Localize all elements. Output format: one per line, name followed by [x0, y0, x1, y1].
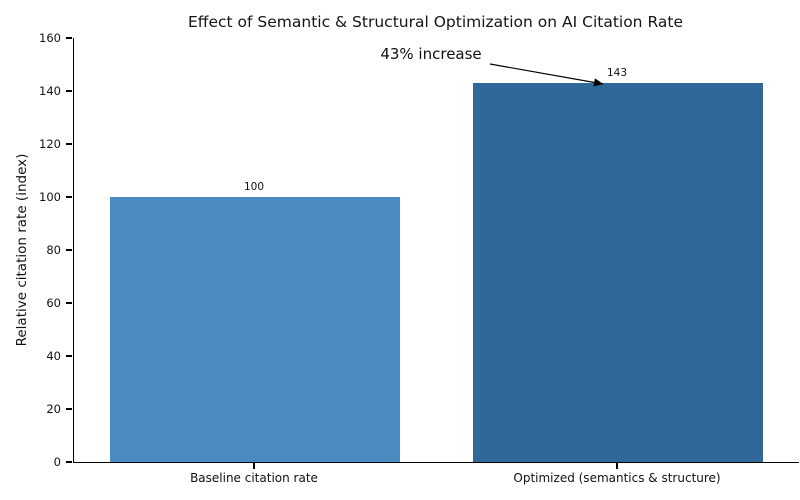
y-tick-label: 20	[46, 401, 61, 416]
y-tick-mark	[66, 90, 72, 92]
y-tick-label: 60	[46, 295, 61, 310]
bar-baseline	[110, 197, 400, 462]
y-tick-mark	[66, 196, 72, 198]
y-tick-mark	[66, 302, 72, 304]
y-tick-label: 40	[46, 348, 61, 363]
y-tick-label: 0	[53, 454, 61, 469]
bar-value-label-optimized: 143	[606, 67, 628, 79]
x-tick-label-baseline: Baseline citation rate	[190, 471, 318, 485]
y-tick-label: 140	[39, 83, 61, 98]
y-tick-mark	[66, 461, 72, 463]
y-tick-label: 100	[39, 189, 61, 204]
plot-area	[73, 38, 799, 463]
x-tick-mark-optimized	[616, 463, 618, 469]
bar-optimized	[473, 83, 763, 462]
y-tick-mark	[66, 408, 72, 410]
bar-value-label-baseline: 100	[243, 181, 265, 193]
y-tick-label: 80	[46, 242, 61, 257]
x-tick-mark-baseline	[253, 463, 255, 469]
y-tick-label: 160	[39, 30, 61, 45]
y-tick-mark	[66, 249, 72, 251]
y-tick-label: 120	[39, 136, 61, 151]
y-tick-mark	[66, 143, 72, 145]
chart-title: Effect of Semantic & Structural Optimiza…	[188, 13, 683, 31]
x-tick-label-optimized: Optimized (semantics & structure)	[513, 471, 721, 485]
y-tick-mark	[66, 37, 72, 39]
y-tick-mark	[66, 355, 72, 357]
annotation-text: 43% increase	[380, 45, 482, 63]
